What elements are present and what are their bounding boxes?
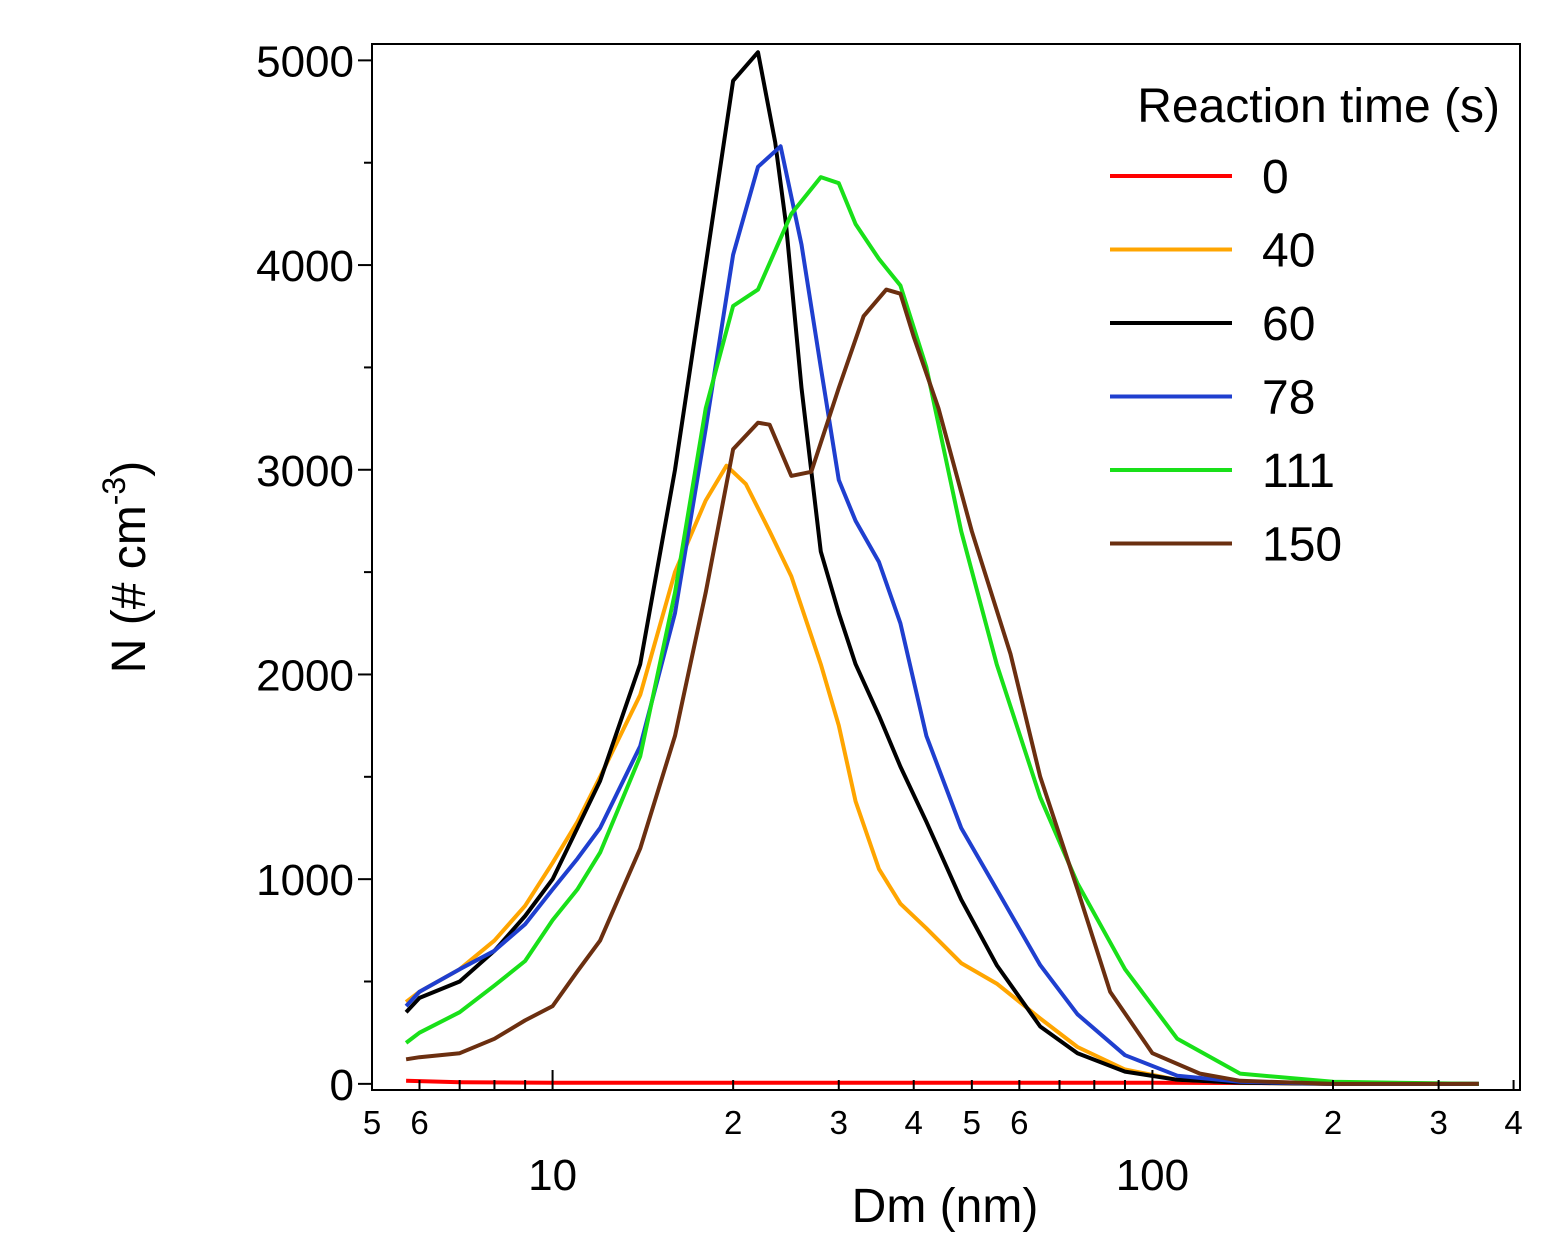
y-tick-label-1000: 1000: [256, 856, 354, 905]
legend-label-0: 0: [1262, 151, 1289, 204]
legend-item-60: 60: [1110, 298, 1315, 351]
y-axis-title-superscript: -3: [96, 477, 132, 505]
series-line-60: [404, 50, 1479, 1086]
x-minor-label-5: 5: [363, 1104, 381, 1141]
series-line-111: [404, 175, 1479, 1086]
x-axis-title: Dm (nm): [852, 1180, 1039, 1233]
legend: Reaction time (s) 0 40 60 78 111 150: [1110, 80, 1500, 572]
legend-label-150: 150: [1262, 519, 1342, 572]
x-minor-label-300: 3: [1429, 1104, 1447, 1141]
legend-item-0: 0: [1110, 151, 1289, 204]
legend-item-78: 78: [1110, 372, 1315, 425]
legend-item-150: 150: [1110, 519, 1342, 572]
y-tick-label-2000: 2000: [256, 651, 354, 700]
x-minor-label-30: 3: [830, 1104, 848, 1141]
x-minor-label-40: 4: [905, 1104, 923, 1141]
y-axis: 0 1000 2000 3000 4000 5000: [256, 37, 372, 1110]
x-minor-label-400: 4: [1504, 1104, 1522, 1141]
y-axis-title-main: N (# cm: [103, 505, 156, 673]
plot-border: [371, 43, 1521, 1091]
x-minor-label-20: 2: [724, 1104, 742, 1141]
legend-item-40: 40: [1110, 225, 1315, 278]
y-tick-label-0: 0: [330, 1061, 354, 1110]
legend-title: Reaction time (s): [1137, 80, 1500, 133]
y-tick-label-5000: 5000: [256, 37, 354, 86]
x-tick-label-10: 10: [528, 1151, 577, 1200]
x-minor-label-200: 2: [1324, 1104, 1342, 1141]
legend-item-111: 111: [1110, 445, 1335, 498]
series-line-78: [404, 144, 1479, 1086]
plot-frame: [371, 43, 1521, 1091]
y-tick-label-3000: 3000: [256, 447, 354, 496]
legend-label-111: 111: [1262, 445, 1335, 498]
series-layer: [404, 50, 1479, 1086]
y-axis-title-close: ): [103, 461, 156, 477]
legend-label-40: 40: [1262, 225, 1315, 278]
y-tick-label-4000: 4000: [256, 242, 354, 291]
y-axis-title: N (# cm-3): [96, 461, 156, 673]
x-minor-label-60: 6: [1010, 1104, 1028, 1141]
x-minor-label-6: 6: [410, 1104, 428, 1141]
x-minor-label-50: 5: [963, 1104, 981, 1141]
series-line-40: [404, 463, 1479, 1086]
legend-label-60: 60: [1262, 298, 1315, 351]
legend-label-78: 78: [1262, 372, 1315, 425]
x-tick-label-100: 100: [1116, 1151, 1189, 1200]
series-line-150: [405, 287, 1479, 1086]
